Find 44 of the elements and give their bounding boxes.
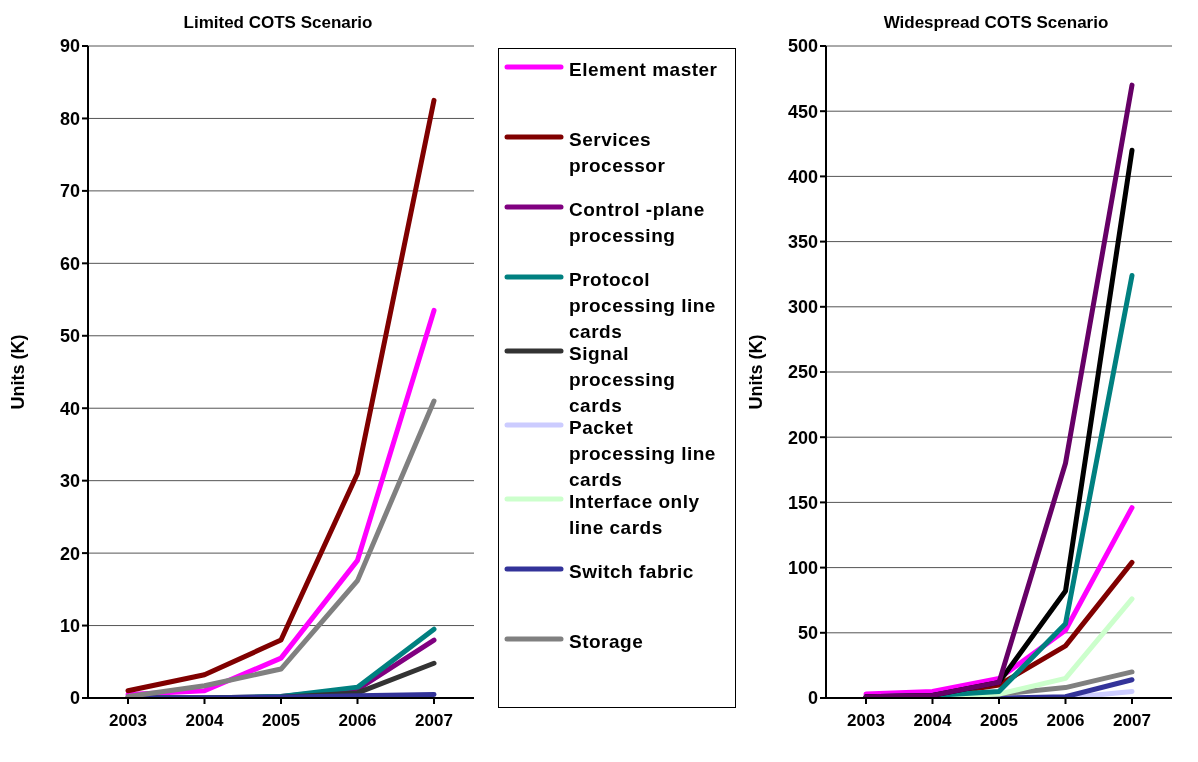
y-tick-label: 500: [787, 36, 818, 57]
x-tick-label: 2004: [913, 711, 952, 731]
x-tick-label: 2005: [980, 711, 1018, 731]
y-tick-label: 200: [787, 427, 818, 448]
y-tick-label: 350: [787, 231, 818, 252]
x-tick-label: 2004: [185, 711, 224, 731]
x-tick-label: 2005: [262, 711, 300, 731]
legend-label: Control -plane processing: [569, 198, 706, 248]
y-tick-label: 150: [787, 492, 818, 513]
y-tick-label: 400: [787, 166, 818, 187]
y-tick-label: 10: [59, 615, 80, 636]
y-tick-label: 50: [797, 623, 818, 644]
y-tick-label: 60: [59, 253, 80, 274]
x-tick-label: 2003: [847, 711, 885, 731]
x-tick-label: 2006: [338, 711, 377, 731]
legend-label: Signal processing cards: [569, 343, 676, 416]
legend-label: Protocol processing line cards: [569, 269, 716, 342]
y-tick-label: 90: [59, 36, 80, 57]
y-axis-title: Units (K): [8, 334, 29, 410]
legend-label: Element master: [569, 58, 718, 82]
y-tick-label: 20: [59, 543, 80, 564]
y-tick-label: 80: [59, 108, 80, 129]
y-tick-label: 100: [787, 557, 818, 578]
chart-title: Limited COTS Scenario: [182, 12, 374, 34]
y-axis-title: Units (K): [746, 334, 767, 410]
y-tick-label: 450: [787, 101, 818, 122]
legend-label: Switch fabric: [569, 560, 694, 584]
x-tick-label: 2007: [415, 711, 453, 731]
x-tick-label: 2007: [1113, 711, 1151, 731]
y-tick-label: 40: [59, 398, 80, 419]
legend-label: Interface only line cards: [569, 490, 701, 540]
y-tick-label: 70: [59, 181, 80, 202]
y-tick-label: 30: [59, 471, 80, 492]
legend-label: Packet processing line cards: [569, 417, 716, 490]
y-tick-label: 50: [59, 326, 80, 347]
chart-title: Widespread COTS Scenario: [882, 12, 1110, 34]
y-tick-label: 250: [787, 362, 818, 383]
legend-label: Storage: [569, 630, 644, 654]
legend-label: Services processor: [569, 128, 667, 178]
y-tick-label: 300: [787, 297, 818, 318]
x-tick-label: 2003: [109, 711, 147, 731]
y-tick-label: 0: [69, 688, 80, 709]
y-tick-label: 0: [807, 688, 818, 709]
x-tick-label: 2006: [1046, 711, 1085, 731]
